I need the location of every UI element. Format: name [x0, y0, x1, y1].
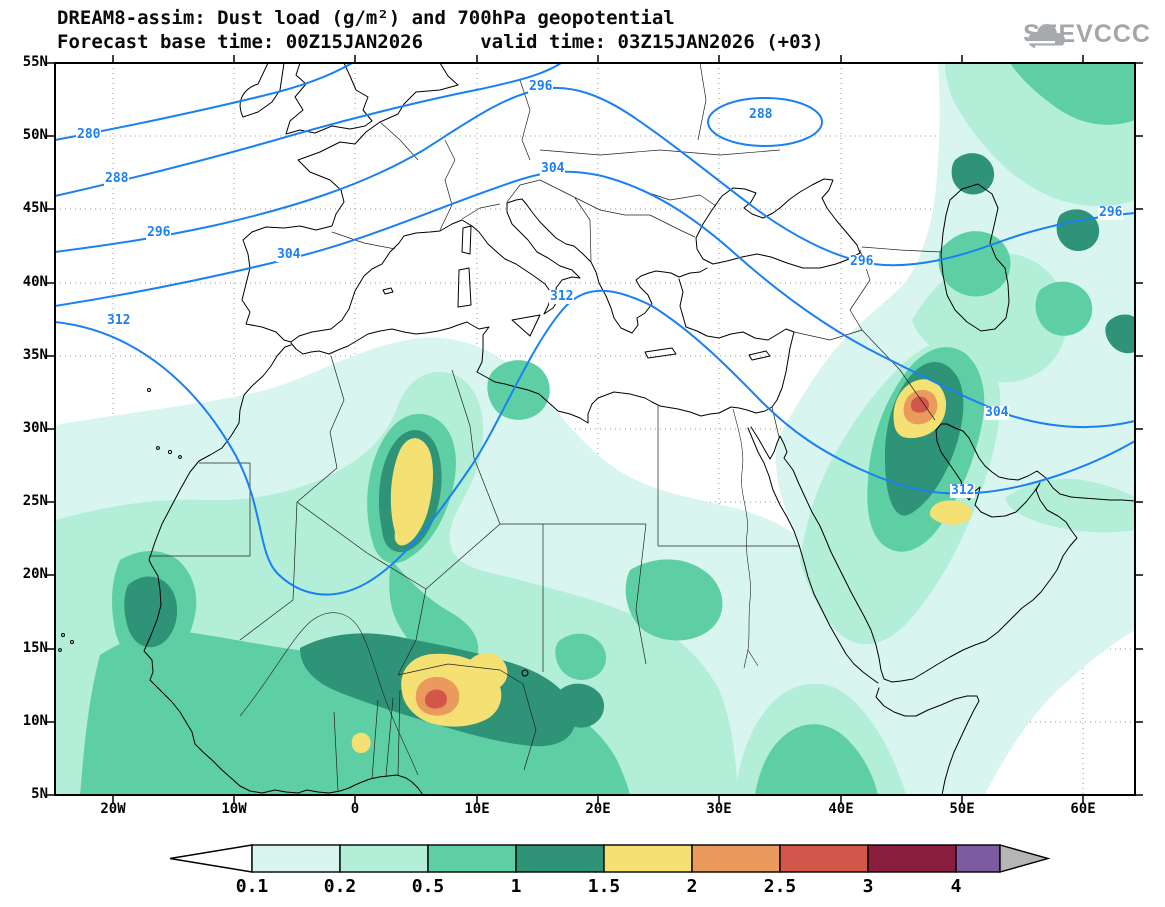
- colorbar-right-arrow: [999, 844, 1051, 873]
- colorbar-tick-label: 2.5: [763, 876, 797, 897]
- colorbar-cell: [427, 844, 517, 873]
- contour-312: [55, 289, 1135, 596]
- lon-axis-label: 60E: [1070, 801, 1096, 817]
- dust-level-2p5: [425, 396, 930, 709]
- contour-296: [55, 86, 1135, 267]
- colorbar-tick-label: 1.5: [587, 876, 621, 897]
- lat-axis-label: 30N: [22, 420, 48, 436]
- colorbar-cell: [251, 844, 341, 873]
- lon-axis-label: 20E: [585, 801, 611, 817]
- lat-axis-label: 25N: [22, 493, 48, 509]
- colorbar-tick-label: 0.2: [323, 876, 357, 897]
- colorbar-tick-label: 4: [950, 876, 962, 897]
- lon-axis-label: 10E: [464, 801, 490, 817]
- colorbar-tick-label: 3: [862, 876, 874, 897]
- colorbar-tick-label: 0.1: [235, 876, 269, 897]
- contour-label: 312: [950, 483, 976, 498]
- colorbar-cell: [339, 844, 429, 873]
- lon-axis-label: 50E: [949, 801, 975, 817]
- contour-label: 296: [1098, 205, 1124, 220]
- lon-axis-label: 10W: [221, 801, 247, 817]
- axis-ticks: [47, 55, 1143, 803]
- lat-axis-label: 20N: [22, 566, 48, 582]
- map-frame: [47, 55, 1143, 803]
- contour-288: [55, 63, 562, 197]
- colorbar-cell: [515, 844, 605, 873]
- page-title: DREAM8-assim: Dust load (g/m²) and 700hP…: [57, 7, 675, 29]
- colorbar: [169, 844, 1051, 873]
- lon-axis-label: 40E: [828, 801, 854, 817]
- contour-label: 304: [984, 405, 1010, 420]
- colorbar-tick-label: 1: [510, 876, 522, 897]
- contour-label: 288: [104, 171, 130, 186]
- lat-axis-label: 55N: [22, 54, 48, 70]
- contour-label: 304: [540, 161, 566, 176]
- lat-axis-label: 35N: [22, 347, 48, 363]
- lon-axis-label: 30E: [706, 801, 732, 817]
- country-borders: [149, 63, 942, 792]
- lon-axis-label: 20W: [100, 801, 126, 817]
- seevccc-logo: SEEVCCC: [1023, 20, 1151, 49]
- contour-label: 288: [748, 107, 774, 122]
- page-subtitle: Forecast base time: 00Z15JAN2026 valid t…: [57, 31, 824, 53]
- colorbar-left-arrow: [169, 844, 253, 873]
- contour-label: 304: [276, 247, 302, 262]
- colorbar-cell: [955, 844, 1001, 873]
- contour-label: 312: [549, 289, 575, 304]
- cloud-icon: [1028, 24, 1066, 48]
- lat-axis-label: 15N: [22, 640, 48, 656]
- colorbar-cell: [603, 844, 693, 873]
- coastlines: [58, 63, 1135, 795]
- colorbar-tick-label: 0.5: [411, 876, 445, 897]
- colorbar-cell: [691, 844, 781, 873]
- lat-axis-label: 10N: [22, 713, 48, 729]
- contour-label: 312: [106, 313, 132, 328]
- lon-axis-label: 0: [350, 801, 360, 817]
- lat-axis-label: 50N: [22, 127, 48, 143]
- contour-label: 296: [146, 225, 172, 240]
- colorbar-cell: [867, 844, 957, 873]
- contour-288-closed-low: [707, 97, 823, 147]
- contour-280: [55, 63, 353, 141]
- contour-label: 280: [76, 127, 102, 142]
- contour-label: 296: [528, 79, 554, 94]
- lat-axis-label: 40N: [22, 274, 48, 290]
- lat-axis-label: 5N: [31, 786, 48, 802]
- contour-label: 296: [849, 254, 875, 269]
- colorbar-tick-label: 2: [686, 876, 698, 897]
- lat-axis-label: 45N: [22, 200, 48, 216]
- dust-shading: [55, 63, 1135, 795]
- colorbar-cell: [779, 844, 869, 873]
